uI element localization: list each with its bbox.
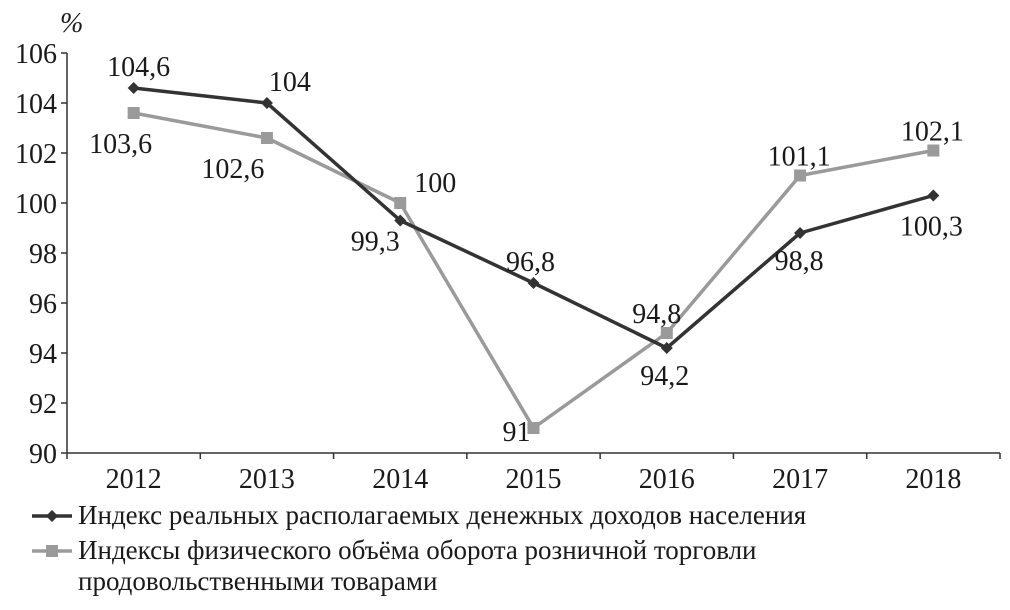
data-point-income xyxy=(127,82,140,94)
data-label-retail: 101,1 xyxy=(768,142,831,173)
data-point-income xyxy=(660,342,673,354)
x-tick-label: 2017 xyxy=(772,464,828,495)
line-chart: % 90 92 94 96 98 100 102 104 106 2012 2013 2014 2015… xyxy=(15,8,1001,495)
axes xyxy=(61,52,1001,459)
x-tick-label: 2018 xyxy=(905,464,961,495)
y-tick-label: 102 xyxy=(15,139,57,170)
data-point-income xyxy=(927,189,940,202)
data-label-retail: 102,6 xyxy=(201,154,264,185)
data-point-retail xyxy=(527,422,540,434)
y-tick-label: 94 xyxy=(29,339,57,370)
data-labels: 104,6 104 99,3 96,8 94,2 98,8 100,3 103,6 102,6 1… xyxy=(89,52,964,448)
data-point-income xyxy=(260,97,273,109)
series-line-0 xyxy=(133,86,934,350)
x-tick-label: 2013 xyxy=(239,464,295,495)
x-tick-label: 2014 xyxy=(372,464,428,495)
data-point-retail xyxy=(394,197,407,209)
y-tick-label: 104 xyxy=(15,89,57,120)
data-label-retail: 94,8 xyxy=(632,299,681,330)
data-point-retail xyxy=(260,132,273,144)
legend-label-retail: Индексы физического объёма оборота розни… xyxy=(78,535,1000,597)
data-point-retail xyxy=(127,107,140,119)
data-point-retail xyxy=(927,144,940,157)
y-tick-label: 106 xyxy=(15,39,57,70)
legend-label-retail-line-2: продовольственными товарами xyxy=(78,566,438,596)
data-point-retail xyxy=(794,169,807,182)
data-label-income: 94,2 xyxy=(640,361,689,392)
data-label-retail: 91 xyxy=(503,417,531,448)
legend-label-retail-line-1: Индексы физического объёма оборота розни… xyxy=(78,535,757,565)
y-tick-label: 100 xyxy=(15,189,57,220)
data-markers xyxy=(127,82,940,434)
y-tick-label: 90 xyxy=(29,439,57,470)
tick-labels: 90 92 94 96 98 100 102 104 106 2012 2013 2014 2015 20… xyxy=(15,39,961,495)
data-label-income: 104 xyxy=(269,67,311,98)
data-label-income: 99,3 xyxy=(351,227,400,258)
x-tick-label: 2016 xyxy=(639,464,695,495)
data-point-income xyxy=(394,214,407,227)
y-tick-label: 98 xyxy=(29,239,57,270)
y-tick-label: 96 xyxy=(29,289,57,320)
data-point-income xyxy=(794,227,807,239)
x-tick-label: 2012 xyxy=(106,464,162,495)
data-label-income: 104,6 xyxy=(107,52,170,83)
data-label-income: 98,8 xyxy=(775,246,824,277)
y-axis-unit: % xyxy=(60,8,83,39)
data-label-retail: 102,1 xyxy=(901,117,964,148)
y-tick-label: 92 xyxy=(29,389,57,420)
legend-item-income: Индекс реальных располагаемых денежных д… xyxy=(30,500,1000,531)
data-label-income: 96,8 xyxy=(506,247,555,278)
data-label-income: 100,3 xyxy=(900,212,963,243)
legend-swatch-income xyxy=(30,500,74,531)
legend-item-retail: Индексы физического объёма оборота розни… xyxy=(30,535,1000,597)
legend-label-income: Индекс реальных располагаемых денежных д… xyxy=(78,500,807,530)
data-label-retail: 103,6 xyxy=(89,129,152,160)
legend-swatch-retail xyxy=(30,535,74,566)
data-point-retail xyxy=(660,327,673,339)
legend: Индекс реальных располагаемых денежных д… xyxy=(30,500,1000,601)
data-point-income xyxy=(527,277,540,289)
x-tick-label: 2015 xyxy=(506,464,562,495)
data-label-retail: 100 xyxy=(414,168,456,199)
